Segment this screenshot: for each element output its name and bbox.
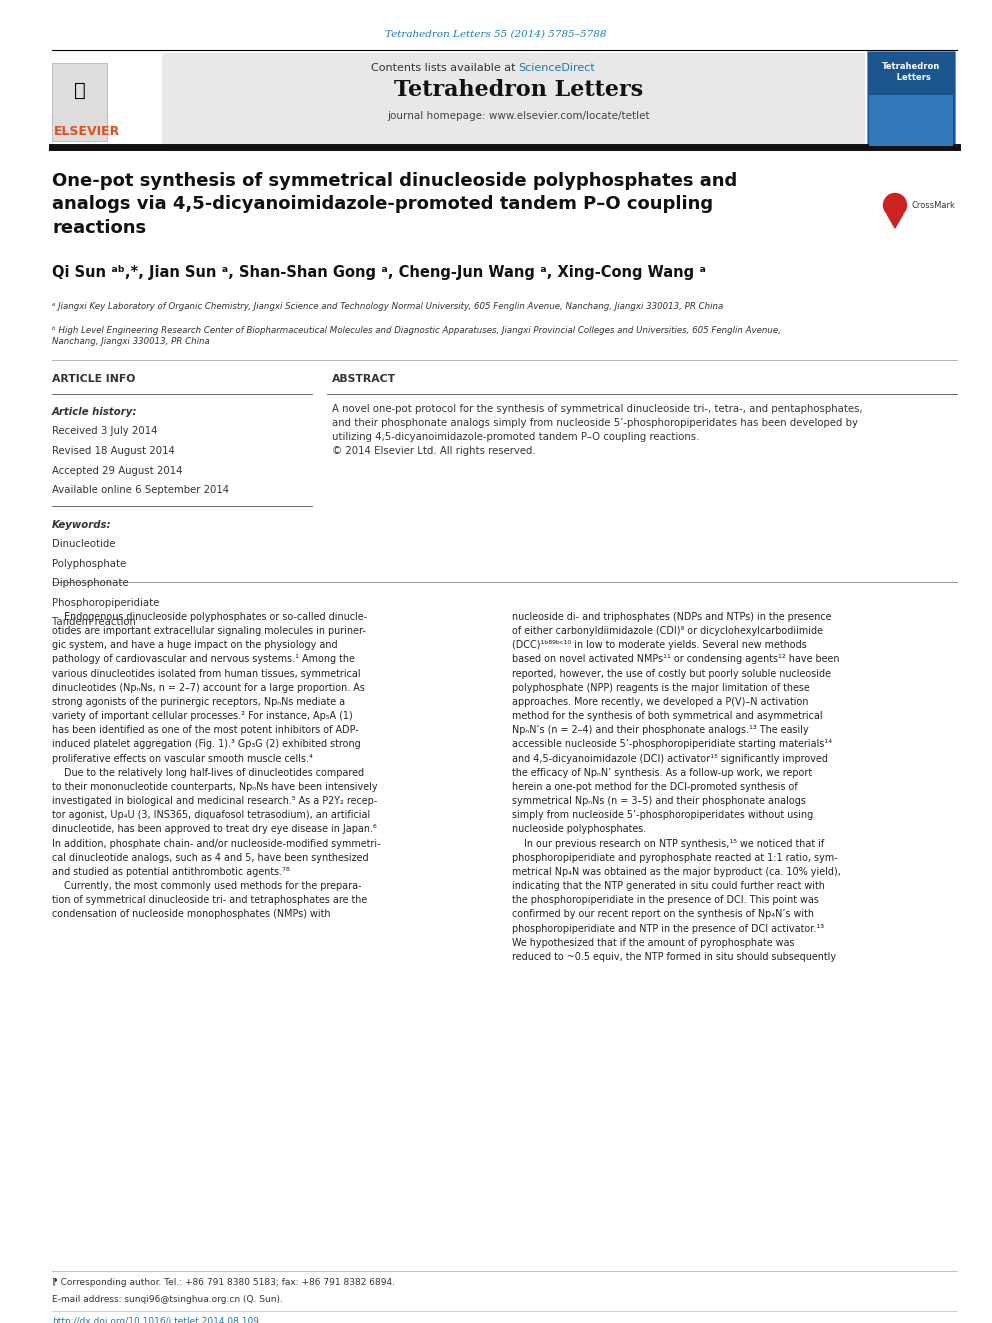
Text: Phosphoropiperidiate: Phosphoropiperidiate bbox=[52, 598, 160, 609]
Text: Accepted 29 August 2014: Accepted 29 August 2014 bbox=[52, 466, 183, 475]
Text: Tetrahedron
  Letters: Tetrahedron Letters bbox=[882, 62, 940, 82]
Text: http://dx.doi.org/10.1016/j.tetlet.2014.08.109: http://dx.doi.org/10.1016/j.tetlet.2014.… bbox=[52, 1316, 259, 1323]
Text: ABSTRACT: ABSTRACT bbox=[332, 374, 396, 384]
Text: Endogenous dinucleoside polyphosphates or so-called dinucle-
otides are importan: Endogenous dinucleoside polyphosphates o… bbox=[52, 613, 381, 919]
Text: ELSEVIER: ELSEVIER bbox=[54, 124, 120, 138]
Text: journal homepage: www.elsevier.com/locate/tetlet: journal homepage: www.elsevier.com/locat… bbox=[387, 111, 650, 120]
Text: Tetrahedron Letters 55 (2014) 5785–5788: Tetrahedron Letters 55 (2014) 5785–5788 bbox=[385, 30, 607, 38]
Text: Keywords:: Keywords: bbox=[52, 520, 111, 531]
Text: 🌲: 🌲 bbox=[73, 81, 85, 99]
Text: A novel one-pot protocol for the synthesis of symmetrical dinucleoside tri-, tet: A novel one-pot protocol for the synthes… bbox=[332, 404, 863, 456]
FancyBboxPatch shape bbox=[869, 95, 953, 146]
Text: Tetrahedron Letters: Tetrahedron Letters bbox=[394, 79, 643, 101]
Text: ScienceDirect: ScienceDirect bbox=[519, 64, 595, 73]
Polygon shape bbox=[887, 214, 903, 228]
Text: ARTICLE INFO: ARTICLE INFO bbox=[52, 374, 135, 384]
Text: CrossMark: CrossMark bbox=[911, 201, 955, 210]
Text: ᵇ High Level Engineering Research Center of Biopharmaceutical Molecules and Diag: ᵇ High Level Engineering Research Center… bbox=[52, 325, 781, 347]
Text: nucleoside di- and triphosphates (NDPs and NTPs) in the presence
of either carbo: nucleoside di- and triphosphates (NDPs a… bbox=[512, 613, 841, 962]
Text: E-mail address: sunqi96@tsinghua.org.cn (Q. Sun).: E-mail address: sunqi96@tsinghua.org.cn … bbox=[52, 1295, 283, 1304]
Text: Article history:: Article history: bbox=[52, 407, 137, 417]
Circle shape bbox=[884, 193, 907, 217]
Text: ⁋ Corresponding author. Tel.: +86 791 8380 5183; fax: +86 791 8382 6894.: ⁋ Corresponding author. Tel.: +86 791 83… bbox=[52, 1278, 395, 1287]
Text: Dinucleotide: Dinucleotide bbox=[52, 540, 115, 549]
Text: Polyphosphate: Polyphosphate bbox=[52, 560, 126, 569]
Text: One-pot synthesis of symmetrical dinucleoside polyphosphates and
analogs via 4,5: One-pot synthesis of symmetrical dinucle… bbox=[52, 172, 737, 237]
Text: Revised 18 August 2014: Revised 18 August 2014 bbox=[52, 446, 175, 456]
FancyBboxPatch shape bbox=[162, 53, 865, 146]
Text: ᵃ Jiangxi Key Laboratory of Organic Chemistry, Jiangxi Science and Technology No: ᵃ Jiangxi Key Laboratory of Organic Chem… bbox=[52, 302, 723, 311]
FancyBboxPatch shape bbox=[52, 64, 107, 142]
Text: Qi Sun ᵃᵇ,*, Jian Sun ᵃ, Shan-Shan Gong ᵃ, Cheng-Jun Wang ᵃ, Xing-Cong Wang ᵃ: Qi Sun ᵃᵇ,*, Jian Sun ᵃ, Shan-Shan Gong … bbox=[52, 265, 706, 280]
Text: Diphosphonate: Diphosphonate bbox=[52, 578, 129, 589]
Text: Received 3 July 2014: Received 3 July 2014 bbox=[52, 426, 158, 437]
Text: Contents lists available at: Contents lists available at bbox=[370, 64, 519, 73]
Text: Available online 6 September 2014: Available online 6 September 2014 bbox=[52, 486, 229, 495]
Text: Tandem reaction: Tandem reaction bbox=[52, 618, 136, 627]
FancyBboxPatch shape bbox=[867, 52, 955, 148]
